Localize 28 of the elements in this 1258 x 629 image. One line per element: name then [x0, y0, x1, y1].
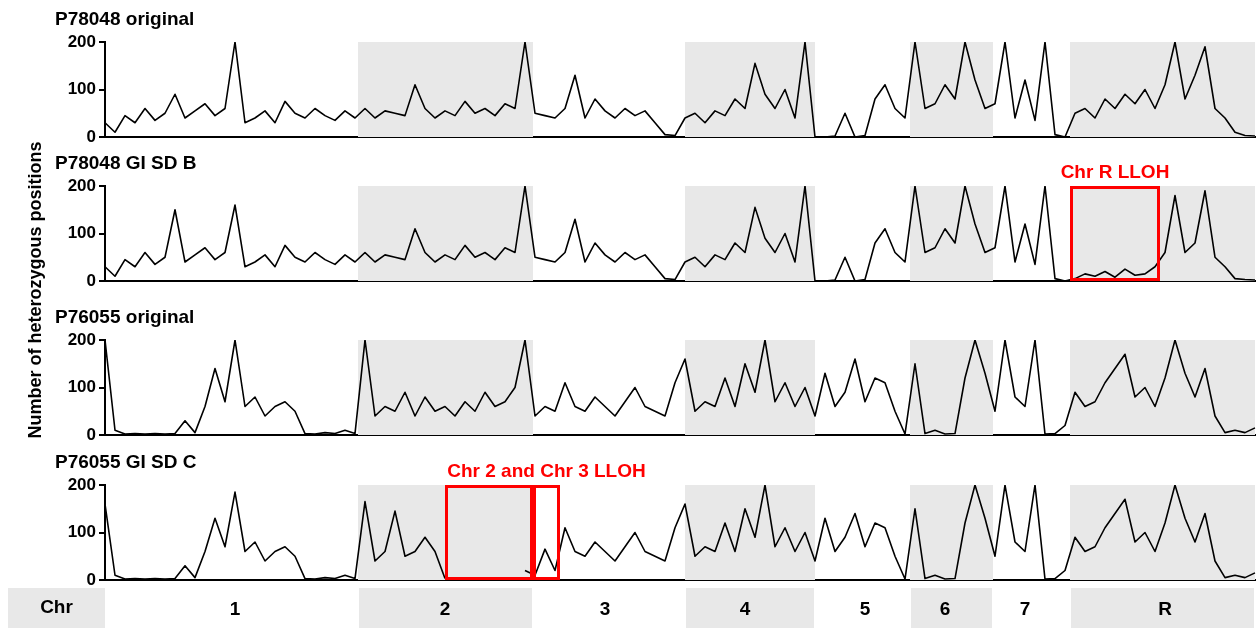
x-tick-label: 7 — [1019, 597, 1031, 619]
x-tick-label: R — [1158, 597, 1173, 619]
chart-title: P76055 GI SD C — [55, 451, 197, 473]
y-tick-label: 200 — [67, 31, 96, 51]
y-tick-label: 200 — [67, 175, 96, 195]
y-tick-label: 100 — [67, 223, 96, 243]
y-tick-label: 0 — [86, 270, 96, 290]
y-tick-label: 100 — [67, 377, 96, 397]
chart-title: P76055 original — [55, 306, 195, 328]
text: Chr R LLOH — [1060, 160, 1170, 182]
x-tick-label: 3 — [599, 597, 611, 619]
y-tick-label: 100 — [67, 522, 96, 542]
x-tick-label: 4 — [739, 597, 751, 619]
x-tick-label: 2 — [439, 597, 451, 619]
text: Chr 2 and Chr 3 LLOH — [447, 459, 646, 481]
chart-title: P78048 original — [55, 8, 195, 30]
y-tick-label: 200 — [67, 474, 96, 494]
x-tick-label: 6 — [939, 597, 951, 619]
x-axis-title: Chr — [40, 596, 74, 618]
y-axis-title: Number of heterozygous positions — [24, 140, 46, 441]
y-tick-label: 0 — [86, 569, 96, 589]
y-tick-label: 200 — [67, 329, 96, 349]
x-tick-label: 5 — [859, 597, 871, 619]
x-tick-label: 1 — [229, 597, 241, 619]
y-tick-label: 100 — [67, 79, 96, 99]
y-tick-label: 0 — [86, 424, 96, 444]
chart-title: P78048 GI SD B — [55, 152, 197, 174]
y-tick-label: 0 — [86, 126, 96, 146]
